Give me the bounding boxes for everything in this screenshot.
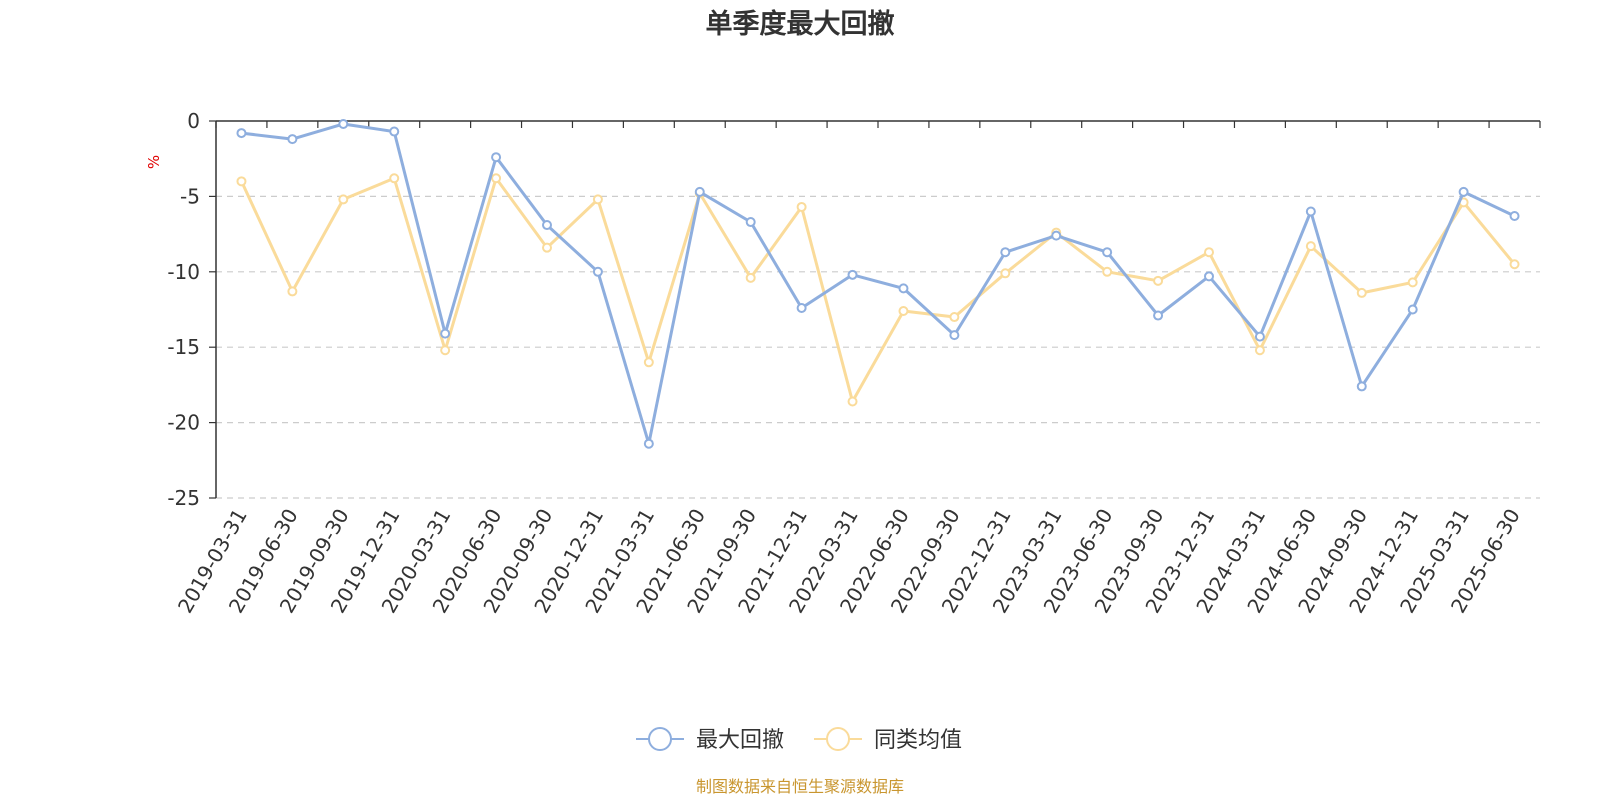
axes (215, 120, 1540, 498)
data-point-1-10 (745, 272, 756, 283)
data-point-1-5 (491, 173, 502, 184)
data-point-0-5 (491, 152, 502, 163)
data-point-0-14 (949, 330, 960, 341)
source-note: 制图数据来自恒生聚源数据库 (696, 777, 904, 796)
data-point-0-15 (1000, 247, 1011, 258)
data-point-1-14 (949, 312, 960, 323)
chart-title: 单季度最大回撤 (706, 8, 895, 40)
y-tick-label-5: -25 (167, 486, 200, 510)
data-point-0-22 (1356, 381, 1367, 392)
data-point-0-18 (1153, 310, 1164, 321)
data-point-1-19 (1204, 247, 1214, 258)
data-point-0-13 (898, 283, 909, 294)
legend-label-0: 最大回撤 (696, 728, 784, 753)
data-point-1-17 (1102, 266, 1113, 277)
data-point-0-19 (1204, 271, 1214, 282)
legend-marker-0 (648, 727, 672, 751)
grid-lines (216, 195, 1540, 499)
data-point-1-25 (1509, 259, 1520, 270)
data-point-0-12 (847, 269, 858, 280)
data-point-1-7 (592, 194, 603, 205)
legend-marker-1 (826, 727, 850, 751)
data-point-0-1 (287, 134, 298, 145)
y-axis-unit: % (145, 155, 163, 169)
data-point-1-6 (542, 242, 552, 253)
y-tick-label-1: -5 (180, 184, 200, 208)
y-tick-label-0: 0 (187, 109, 200, 133)
data-point-1-23 (1407, 277, 1418, 288)
data-point-1-3 (389, 173, 400, 184)
data-point-0-11 (796, 302, 807, 313)
y-tick-label-4: -20 (167, 411, 200, 435)
series-line-0 (241, 122, 1516, 446)
y-axis-ticks: 0 -5 -10 -15 -20 -25 (167, 109, 216, 510)
y-tick-label-2: -10 (167, 260, 200, 284)
data-point-1-4 (440, 345, 451, 356)
series-1 (236, 173, 1520, 407)
data-point-1-1 (287, 286, 298, 297)
data-point-0-4 (440, 328, 451, 339)
data-point-0-17 (1102, 247, 1113, 258)
data-point-0-23 (1407, 304, 1418, 315)
legend: 最大回撤 同类均值 (636, 727, 962, 753)
data-point-1-11 (796, 201, 807, 212)
data-point-1-18 (1153, 275, 1164, 286)
series-group (236, 119, 1520, 449)
data-point-1-8 (643, 357, 654, 368)
data-point-0-24 (1458, 186, 1469, 197)
data-point-1-22 (1356, 287, 1367, 298)
data-point-0-10 (745, 217, 756, 228)
data-point-1-20 (1254, 345, 1265, 356)
data-point-0-2 (338, 119, 349, 130)
data-point-1-15 (1000, 268, 1011, 279)
data-point-1-13 (898, 306, 909, 317)
data-point-0-6 (542, 220, 552, 231)
series-line-1 (240, 176, 1516, 403)
legend-label-1: 同类均值 (874, 728, 962, 753)
data-point-1-0 (236, 176, 247, 187)
data-point-1-12 (847, 396, 858, 407)
data-point-0-7 (592, 266, 603, 277)
data-point-1-2 (338, 194, 349, 205)
x-axis-ticks: 2019-03-312019-06-302019-09-302019-12-31… (173, 121, 1541, 617)
data-point-0-20 (1254, 331, 1265, 342)
data-point-0-21 (1305, 206, 1316, 217)
data-point-0-25 (1509, 211, 1520, 222)
series-0 (236, 119, 1520, 449)
data-point-0-9 (694, 186, 705, 197)
y-tick-label-3: -15 (167, 335, 200, 359)
data-point-1-21 (1305, 241, 1316, 252)
data-point-0-16 (1051, 230, 1062, 241)
data-point-0-8 (643, 438, 654, 449)
data-point-0-0 (236, 128, 247, 139)
data-point-0-3 (389, 126, 400, 137)
